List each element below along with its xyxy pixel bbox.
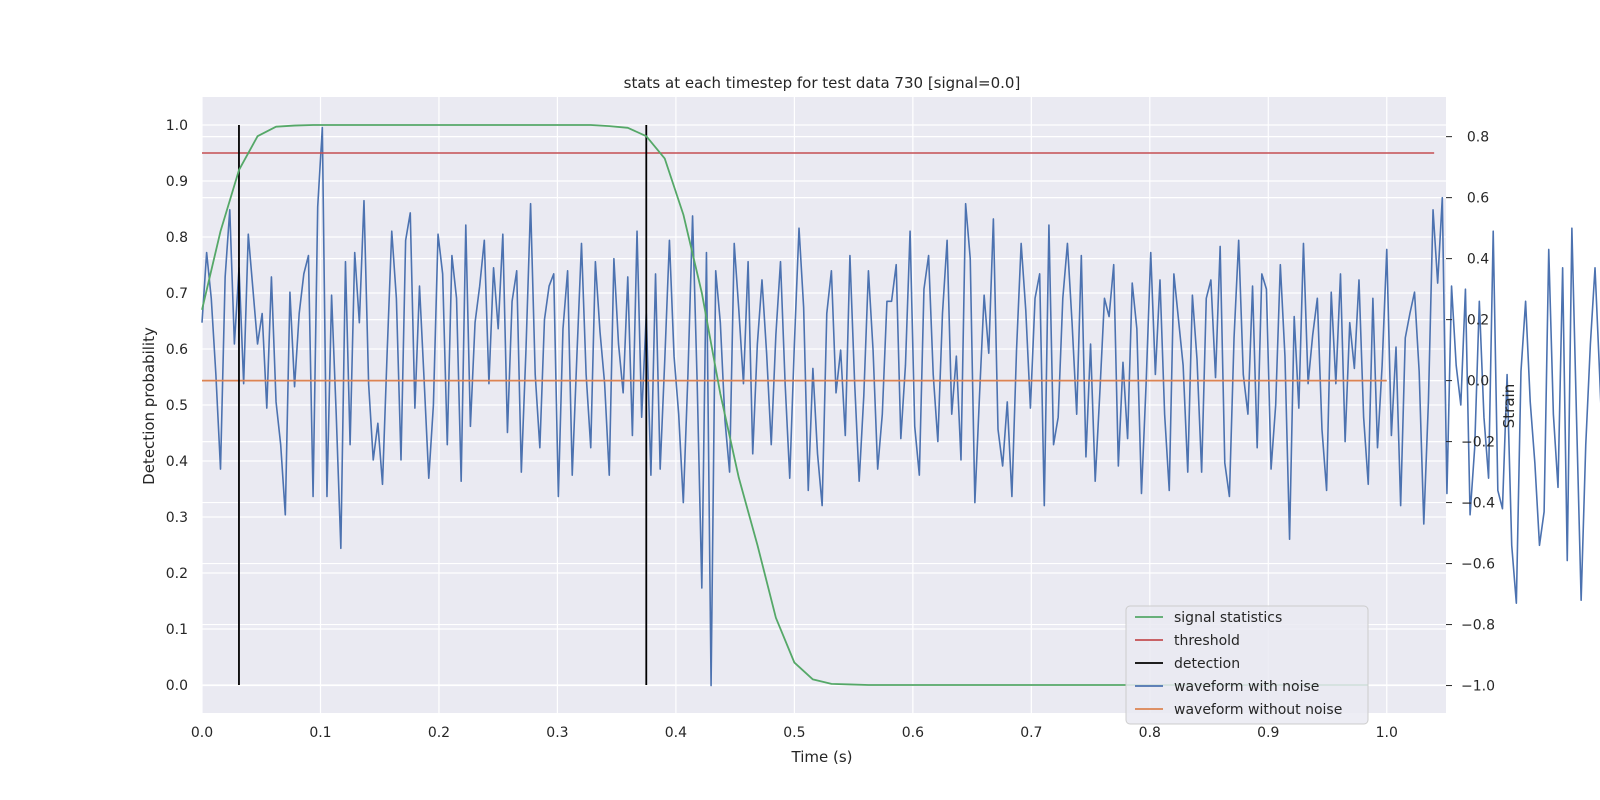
- x-tick-label: 1.0: [1376, 725, 1398, 741]
- y2-tick-label: −1.0: [1461, 679, 1495, 695]
- x-tick-label: 0.7: [1020, 725, 1042, 741]
- y2-tick-label: −0.2: [1461, 435, 1495, 451]
- y-tick-label: 0.5: [166, 398, 188, 414]
- x-tick-label: 0.9: [1257, 725, 1279, 741]
- y-tick-label: 0.0: [166, 678, 188, 694]
- x-tick-label: 0.4: [665, 725, 687, 741]
- y-axis-label: Detection probability: [140, 327, 158, 485]
- legend-label: signal statistics: [1174, 610, 1282, 626]
- legend-label: threshold: [1174, 633, 1240, 649]
- x-tick-label: 0.6: [902, 725, 924, 741]
- bottom-axis-ticks: 0.0 0.1 0.2 0.3 0.4 0.5 0.6 0.7 0.8 0.9 1.0: [191, 725, 1398, 741]
- x-tick-label: 0.5: [783, 725, 805, 741]
- x-tick-label: 0.1: [309, 725, 331, 741]
- legend-label: waveform without noise: [1174, 702, 1342, 718]
- legend-box: [1125, 605, 1369, 725]
- x-tick-label: 0.3: [546, 725, 568, 741]
- y2-tick-label: 0.4: [1467, 252, 1489, 268]
- y-tick-label: 0.6: [166, 342, 188, 358]
- y-tick-label: 0.8: [166, 230, 188, 246]
- right-axis-ticks: −1.0 −0.8 −0.6 −0.4 −0.2 0.0 0.2 0.4 0.6 0.8: [1446, 130, 1495, 695]
- y2-tick-label: 0.6: [1467, 191, 1489, 207]
- left-axis-ticks: 0.0 0.1 0.2 0.3 0.4 0.5 0.6 0.7 0.8 0.9 1.0: [166, 118, 188, 694]
- y-tick-label: 0.7: [166, 286, 188, 302]
- x-tick-label: 0.2: [428, 725, 450, 741]
- y2-axis-label: Strain: [1500, 384, 1518, 428]
- y2-tick-label: 0.0: [1467, 374, 1489, 390]
- series-waveform-with-noise: [201, 126, 1600, 687]
- y-tick-label: 1.0: [166, 118, 188, 134]
- y2-tick-label: −0.8: [1461, 618, 1495, 634]
- y2-tick-label: −0.4: [1461, 496, 1495, 512]
- y-tick-label: 0.4: [166, 454, 188, 470]
- y-tick-label: 0.1: [166, 622, 188, 638]
- legend-label: waveform with noise: [1174, 679, 1319, 695]
- x-axis-label: Time (s): [791, 748, 853, 766]
- legend: signal statistics threshold detection wavef…: [1125, 605, 1369, 725]
- x-tick-label: 0.8: [1139, 725, 1161, 741]
- y2-tick-label: −0.6: [1461, 557, 1495, 573]
- y2-tick-label: 0.8: [1467, 130, 1489, 146]
- y-tick-label: 0.3: [166, 510, 188, 526]
- legend-label: detection: [1174, 656, 1240, 672]
- y2-tick-label: 0.2: [1467, 313, 1489, 329]
- x-tick-label: 0.0: [191, 725, 213, 741]
- y-tick-label: 0.2: [166, 566, 188, 582]
- chart-title: stats at each timestep for test data 730…: [624, 74, 1021, 92]
- y-tick-label: 0.9: [166, 174, 188, 190]
